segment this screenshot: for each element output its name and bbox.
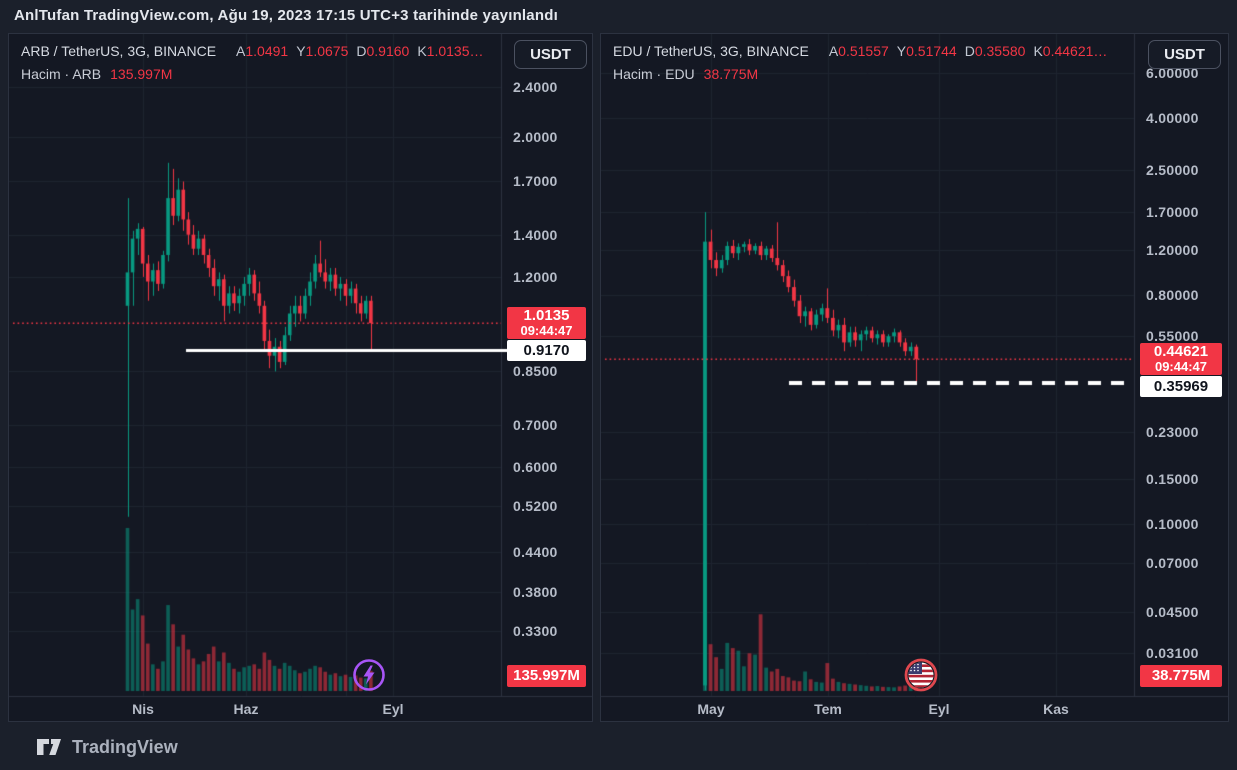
time-axis-label: Kas: [1043, 701, 1069, 717]
symbol-title[interactable]: EDU / TetherUS, 3G, BINANCE: [613, 43, 809, 59]
price-tick-label: 0.55000: [1146, 328, 1199, 345]
time-axis-label: Nis: [132, 701, 154, 717]
price-tick-label: 0.8500: [513, 363, 558, 380]
price-tick-label: 1.7000: [513, 173, 558, 190]
time-axis-label: Eyl: [928, 701, 950, 717]
level-price-badge: 0.35969: [1140, 376, 1222, 398]
price-tick-label: 0.7000: [513, 416, 558, 433]
publish-header: AnlTufan TradingView.com, Ağu 19, 2023 1…: [14, 7, 558, 24]
price-tick-label: 0.23000: [1146, 424, 1199, 441]
price-tick-label: 4.00000: [1146, 110, 1199, 126]
candlestick-chart-edu: [601, 34, 1228, 721]
last-price-badge: 1.0135 09:44:47: [507, 307, 586, 340]
price-tick-label: 6.00000: [1146, 65, 1199, 82]
price-tick-label: 0.3800: [513, 583, 558, 600]
last-price-badge: 0.44621 09:44:47: [1140, 343, 1222, 376]
price-tick-label: 0.07000: [1146, 555, 1199, 571]
chart-panel-edu: EDU / TetherUS, 3G, BINANCE A0.51557 Y0.…: [600, 33, 1229, 722]
volume-legend: Hacim · ARB 135.997M: [21, 66, 173, 82]
time-axis-label: Haz: [233, 701, 259, 717]
legend-edu: EDU / TetherUS, 3G, BINANCE A0.51557 Y0.…: [613, 43, 1108, 82]
price-tick-label: 1.20000: [1146, 242, 1199, 259]
price-tick-label: 0.15000: [1146, 471, 1199, 488]
candlestick-chart-arb: [9, 34, 592, 721]
price-tick-label: 1.70000: [1146, 204, 1199, 221]
level-price-badge: 0.9170: [507, 340, 586, 362]
volume-badge: 135.997M: [507, 665, 586, 687]
price-tick-label: 1.2000: [513, 268, 558, 285]
symbol-title[interactable]: ARB / TetherUS, 3G, BINANCE: [21, 43, 217, 59]
time-axis-label: Eyl: [382, 701, 404, 717]
chart-panel-arb: ARB / TetherUS, 3G, BINANCE A1.0491 Y1.0…: [8, 33, 593, 722]
currency-toggle-button[interactable]: USDT: [1148, 40, 1221, 69]
price-tick-label: 1.4000: [513, 226, 558, 243]
price-tick-label: 0.04500: [1146, 603, 1199, 620]
us-flag-icon: [904, 658, 938, 692]
currency-toggle-button[interactable]: USDT: [514, 40, 587, 69]
volume-badge: 38.775M: [1140, 665, 1222, 687]
tradingview-logo-icon: [37, 739, 61, 755]
price-tick-label: 0.80000: [1146, 287, 1199, 304]
legend-arb: ARB / TetherUS, 3G, BINANCE A1.0491 Y1.0…: [21, 43, 484, 82]
time-axis-label: May: [697, 701, 725, 717]
price-tick-label: 2.50000: [1146, 161, 1199, 178]
price-tick-label: 0.3300: [513, 622, 558, 639]
price-tick-label: 0.4400: [513, 543, 558, 560]
lightning-icon: [353, 659, 385, 691]
price-tick-label: 0.5200: [513, 498, 558, 515]
price-tick-label: 0.10000: [1146, 515, 1199, 532]
tradingview-brand-link[interactable]: TradingView: [36, 736, 178, 758]
price-tick-label: 2.4000: [513, 79, 558, 95]
price-tick-label: 0.6000: [513, 458, 558, 475]
price-tick-label: 0.03100: [1146, 644, 1199, 661]
price-tick-label: 2.0000: [513, 128, 558, 145]
volume-legend: Hacim · EDU 38.775M: [613, 66, 759, 82]
time-axis-label: Tem: [814, 701, 842, 717]
